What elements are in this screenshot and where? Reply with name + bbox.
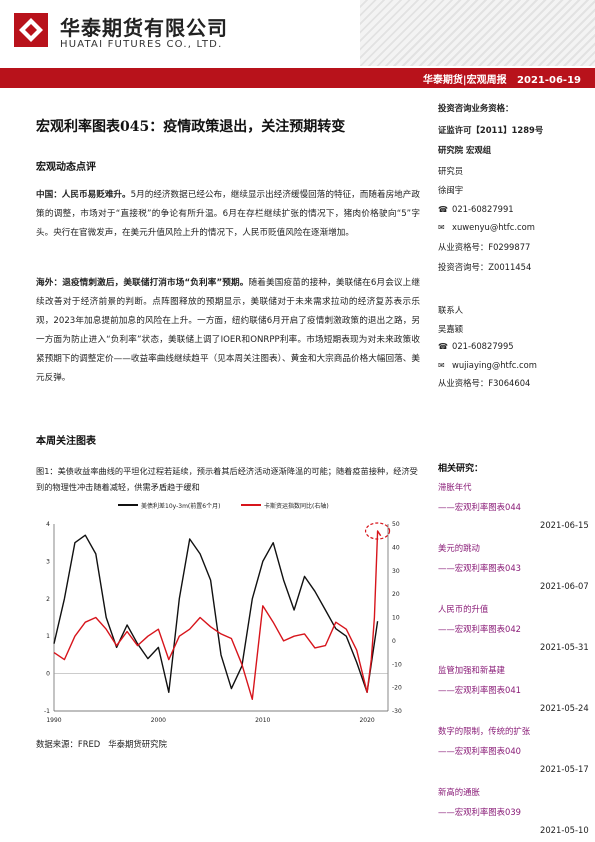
phone-icon: ☎ xyxy=(438,205,448,214)
related-link[interactable]: ——宏观利率图表043 xyxy=(438,563,521,573)
contact-email-value[interactable]: wujiaying@htfc.com xyxy=(452,360,537,370)
legend-label-spread: 美债利差10y-3m(前置6个月) xyxy=(141,502,220,510)
related-link[interactable]: ——宏观利率图表040 xyxy=(438,746,521,756)
section-heading-chart: 本周关注图表 xyxy=(36,436,96,447)
researcher-cert: 从业资格号：F0299877 xyxy=(438,242,531,252)
y-left-tick-label: 1 xyxy=(46,633,50,640)
header-decoration xyxy=(360,0,595,66)
email-icon: ✉ xyxy=(438,223,445,232)
related-topic[interactable]: 数字的限制，传统的扩张 xyxy=(438,726,531,736)
paragraph-china-lead: 中国：人民币易贬难升。 xyxy=(36,190,131,200)
paragraph-overseas: 海外：退疫情刺激后，美联储打消市场“负利率”预期。随着美国疫苗的接种，美联储在6… xyxy=(36,274,420,388)
related-date: 2021-05-17 xyxy=(540,764,589,774)
x-tick-label: 2000 xyxy=(151,717,166,724)
yield-spread-chart: 美债利差10y-3m(前置6个月) 卡斯资运指数同比(右轴) -101234-3… xyxy=(44,502,402,724)
contact-phone-value: 021-60827995 xyxy=(452,341,514,351)
related-link[interactable]: ——宏观利率图表044 xyxy=(438,502,521,512)
x-tick-label: 2010 xyxy=(255,717,270,724)
peak-highlight xyxy=(364,522,391,540)
role-contact: 联系人 xyxy=(438,305,464,315)
series-line-spread xyxy=(53,534,379,694)
brand-name-cn: 华泰期货有限公司 xyxy=(60,16,228,40)
section-heading-dynamics: 宏观动态点评 xyxy=(36,162,96,173)
related-topic[interactable]: 美元的跳动 xyxy=(438,543,480,553)
report-type-date: 华泰期货|宏观周报 2021-06-19 xyxy=(422,75,581,86)
y-right-tick-label: -30 xyxy=(392,708,402,715)
researcher-phone-value: 021-60827991 xyxy=(452,204,514,214)
researcher-invest-cert: 投资咨询号：Z0011454 xyxy=(438,262,532,272)
y-right-tick-label: -20 xyxy=(392,685,402,692)
qualification-heading: 投资咨询业务资格： xyxy=(438,103,514,113)
y-left-tick-label: -1 xyxy=(44,708,50,715)
y-left-tick-label: 2 xyxy=(46,596,50,603)
brand-name-en: HUATAI FUTURES CO., LTD. xyxy=(60,39,223,50)
related-topic[interactable]: 监管加强和新基建 xyxy=(438,665,505,675)
email-icon: ✉ xyxy=(438,361,445,370)
legend-label-freight: 卡斯资运指数同比(右轴) xyxy=(264,502,329,510)
contact-phone: ☎ 021-60827995 xyxy=(438,341,514,351)
role-researcher: 研究员 xyxy=(438,166,464,176)
company-logo-icon xyxy=(14,13,48,47)
paragraph-overseas-body: 随着美国疫苗的接种，美联储在6月会议上继续改善对于经济前景的判断。点阵图释放的预… xyxy=(36,278,420,383)
paragraph-china-body: 5月的经济数据已经公布，继续显示出经济缓慢回落的特征，而随着房地产政策的调整，市… xyxy=(36,190,420,238)
contact-name: 吴嘉颖 xyxy=(438,324,464,334)
header-red-bar xyxy=(0,68,595,88)
related-heading: 相关研究： xyxy=(438,464,484,474)
department: 研究院 宏观组 xyxy=(438,145,492,155)
y-right-tick-label: 30 xyxy=(392,568,400,575)
researcher-email-value[interactable]: xuwenyu@htfc.com xyxy=(452,222,535,232)
x-tick-label: 2020 xyxy=(359,717,374,724)
related-date: 2021-05-24 xyxy=(540,703,589,713)
y-left-tick-label: 4 xyxy=(46,521,50,528)
researcher-email[interactable]: ✉ xuwenyu@htfc.com xyxy=(438,222,535,232)
paragraph-overseas-lead: 海外：退疫情刺激后，美联储打消市场“负利率”预期。 xyxy=(36,278,249,288)
y-left-tick-label: 3 xyxy=(46,558,50,565)
researcher-phone: ☎ 021-60827991 xyxy=(438,204,514,214)
y-right-tick-label: 50 xyxy=(392,521,400,528)
y-left-tick-label: 0 xyxy=(46,671,50,678)
y-right-tick-label: 40 xyxy=(392,544,400,551)
researcher-name: 徐闽宇 xyxy=(438,185,464,195)
phone-icon: ☎ xyxy=(438,342,448,351)
chart-caption: 图1：美债收益率曲线的平坦化过程若延续，预示着其后经济活动逐渐降温的可能；随着疫… xyxy=(36,466,418,492)
y-right-tick-label: 0 xyxy=(392,638,396,645)
y-right-tick-label: 10 xyxy=(392,615,400,622)
x-tick-label: 1990 xyxy=(46,717,61,724)
y-right-tick-label: -10 xyxy=(392,661,402,668)
license-number: 证监许可【2011】1289号 xyxy=(438,125,544,135)
series-line-freight xyxy=(53,530,382,701)
paragraph-china: 中国：人民币易贬难升。5月的经济数据已经公布，继续显示出经济缓慢回落的特征，而随… xyxy=(36,186,420,243)
related-topic[interactable]: 新高的通胀 xyxy=(438,787,480,797)
contact-email[interactable]: ✉ wujiaying@htfc.com xyxy=(438,360,537,370)
related-date: 2021-05-31 xyxy=(540,642,589,652)
related-link[interactable]: ——宏观利率图表041 xyxy=(438,685,521,695)
related-link[interactable]: ——宏观利率图表042 xyxy=(438,624,521,634)
page-title: 宏观利率图表045：疫情政策退出，关注预期转变 xyxy=(36,119,346,135)
related-date: 2021-05-10 xyxy=(540,825,589,835)
contact-cert: 从业资格号：F3064604 xyxy=(438,378,531,388)
related-topic[interactable]: 人民币的升值 xyxy=(438,604,489,614)
related-date: 2021-06-07 xyxy=(540,581,589,591)
data-source: 数据来源：FRED 华泰期货研究院 xyxy=(36,739,167,749)
y-right-tick-label: 20 xyxy=(392,591,400,598)
related-link[interactable]: ——宏观利率图表039 xyxy=(438,807,521,817)
related-topic[interactable]: 滞胀年代 xyxy=(438,482,472,492)
related-date: 2021-06-15 xyxy=(540,520,589,530)
